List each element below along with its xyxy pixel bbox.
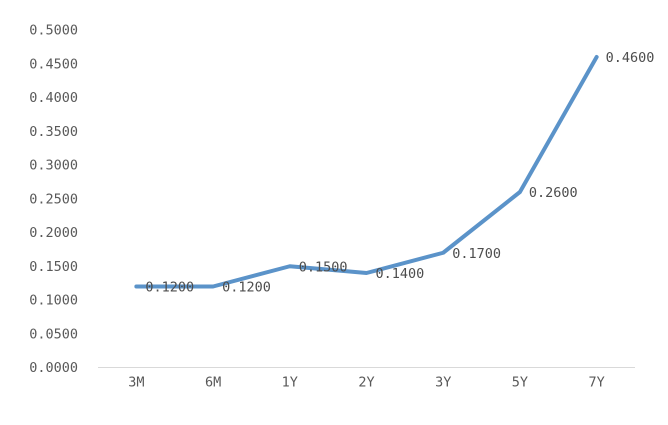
data-point-label: 0.1200	[222, 280, 271, 296]
data-point-label: 0.1400	[376, 266, 425, 282]
x-tick-label: 1Y	[282, 375, 298, 391]
x-tick-label: 3M	[128, 375, 144, 391]
y-tick-label: 0.0500	[29, 326, 78, 342]
y-tick-label: 0.1000	[29, 293, 78, 309]
y-tick-label: 0.4000	[29, 90, 78, 106]
data-point-label: 0.1700	[452, 246, 501, 262]
y-tick-label: 0.3500	[29, 124, 78, 140]
y-axis-tick-labels: 0.0000 0.0500 0.1000 0.1500 0.2000 0.2500 0.30…	[29, 23, 78, 377]
data-point-label: 0.2600	[529, 185, 578, 201]
x-tick-label: 6M	[205, 375, 221, 391]
series-polyline	[134, 55, 599, 289]
y-tick-label: 0.0000	[29, 360, 78, 376]
x-axis: 3M 6M 1Y 2Y 3Y 5Y 7Y	[98, 367, 635, 391]
y-tick-label: 0.2000	[29, 225, 78, 241]
data-series-line	[134, 55, 599, 289]
y-tick-label: 0.1500	[29, 259, 78, 275]
x-tick-label: 3Y	[435, 375, 451, 391]
x-tick-label: 7Y	[589, 375, 605, 391]
x-tick-label: 5Y	[512, 375, 528, 391]
y-tick-label: 0.5000	[29, 23, 78, 39]
data-point-label: 0.4600	[606, 50, 655, 66]
x-tick-label: 2Y	[358, 375, 374, 391]
y-tick-label: 0.2500	[29, 191, 78, 207]
data-point-label: 0.1200	[145, 280, 194, 296]
y-tick-label: 0.3000	[29, 158, 78, 174]
data-point-label: 0.1500	[299, 259, 348, 275]
data-point-labels: 0.1200 0.1200 0.1500 0.1400 0.1700 0.2600 0.46…	[145, 50, 654, 296]
y-tick-label: 0.4500	[29, 56, 78, 72]
